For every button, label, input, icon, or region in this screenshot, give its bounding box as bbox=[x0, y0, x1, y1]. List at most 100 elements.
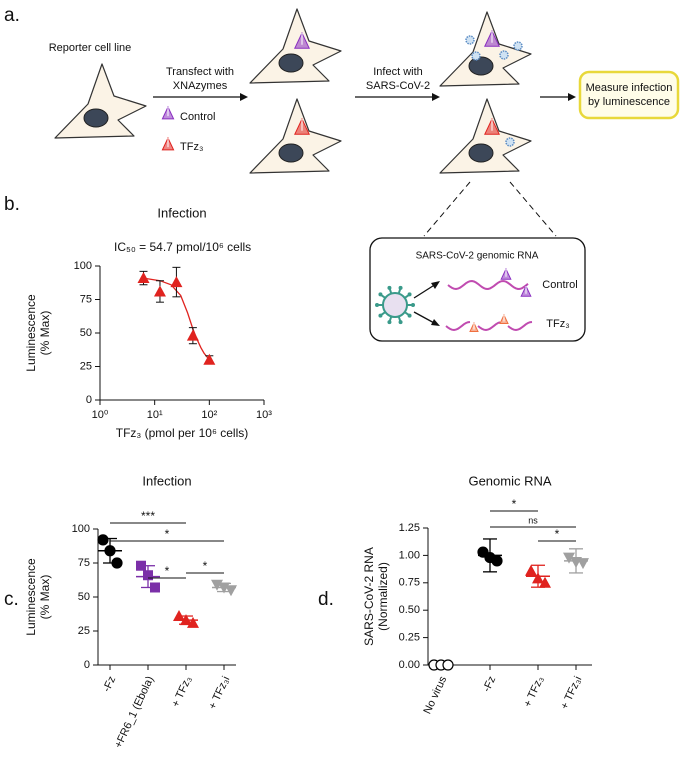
y-tick-label: 1.00 bbox=[399, 549, 420, 561]
inset-box bbox=[369, 237, 586, 342]
chart-title: Infection bbox=[142, 473, 191, 488]
significance-label: * bbox=[203, 559, 208, 573]
point bbox=[187, 616, 199, 628]
spike-tip bbox=[407, 292, 412, 297]
y-tick-label: 50 bbox=[80, 327, 92, 339]
y-tick-label: 0.75 bbox=[399, 577, 420, 589]
cell bbox=[54, 63, 147, 139]
virus bbox=[499, 50, 509, 60]
step-label: Transfect with bbox=[166, 66, 234, 78]
chart-title: Genomic RNA bbox=[468, 473, 551, 488]
result-box bbox=[578, 70, 680, 120]
nucleus bbox=[468, 56, 494, 76]
y-tick-label: 100 bbox=[72, 523, 90, 535]
point bbox=[97, 534, 109, 546]
point bbox=[170, 276, 183, 288]
virus bbox=[465, 35, 475, 45]
rna bbox=[507, 321, 533, 332]
x-tick-label: 10¹ bbox=[147, 409, 163, 421]
point bbox=[532, 572, 544, 584]
arrow-head bbox=[431, 319, 440, 326]
point bbox=[577, 558, 589, 570]
point bbox=[563, 552, 575, 564]
fit-curve bbox=[143, 277, 210, 361]
arrow-head bbox=[432, 93, 440, 101]
y-tick-label: 100 bbox=[74, 260, 92, 272]
point bbox=[150, 582, 160, 593]
legend-label: TFz₃ bbox=[180, 141, 203, 153]
y-axis-label: Luminescence bbox=[24, 558, 38, 636]
cell bbox=[249, 98, 342, 174]
x-tick-label: +FR6_1 (Ebola) bbox=[113, 674, 157, 750]
y-tick-label: 0 bbox=[86, 394, 92, 406]
y-tick-label: 0.25 bbox=[399, 632, 420, 644]
spike-tip bbox=[398, 320, 403, 325]
virus bbox=[382, 292, 408, 318]
point bbox=[203, 353, 216, 365]
significance-label: * bbox=[165, 564, 170, 578]
nucleus bbox=[83, 108, 109, 128]
y-tick-label: 50 bbox=[78, 591, 90, 603]
y-tick-label: 75 bbox=[80, 293, 92, 305]
y-tick-label: 75 bbox=[78, 557, 90, 569]
point bbox=[539, 576, 551, 588]
y-axis-label: (Normalized) bbox=[376, 562, 390, 631]
point bbox=[491, 555, 503, 567]
x-tick-label: -Fz bbox=[101, 674, 119, 693]
significance-label: * bbox=[555, 527, 560, 541]
x-tick-label: 10³ bbox=[256, 409, 272, 421]
point bbox=[525, 564, 537, 576]
rna bbox=[445, 321, 471, 332]
significance-label: * bbox=[512, 497, 517, 511]
diagram: Reporter cell line Transfect with XNAzym… bbox=[49, 8, 680, 342]
y-axis-label: SARS-CoV-2 RNA bbox=[362, 547, 376, 646]
y-tick-label: 25 bbox=[78, 625, 90, 637]
x-tick-label: + TFz₃ bbox=[522, 674, 547, 709]
arrow-head bbox=[240, 93, 248, 101]
zoom-line bbox=[509, 181, 557, 237]
step-label: Infect with bbox=[373, 66, 423, 78]
x-tick-label: 10⁰ bbox=[92, 409, 109, 421]
nucleus bbox=[278, 53, 304, 73]
y-tick-label: 0 bbox=[84, 659, 90, 671]
zoom-line bbox=[423, 181, 471, 237]
nucleus bbox=[468, 143, 494, 163]
chart-title: Infection bbox=[157, 205, 206, 220]
nucleus bbox=[278, 143, 304, 163]
y-axis-label: Luminescence bbox=[24, 294, 38, 372]
point bbox=[153, 285, 166, 297]
arrow bbox=[413, 311, 437, 325]
point bbox=[136, 560, 146, 571]
point bbox=[143, 570, 153, 581]
x-tick-label: + TFz₃i bbox=[207, 674, 233, 711]
inset-label: Control bbox=[542, 279, 577, 291]
spike-tip bbox=[407, 313, 412, 318]
step-label: by luminescence bbox=[588, 96, 670, 108]
cell bbox=[439, 98, 532, 174]
inset-label: TFz₃ bbox=[546, 318, 569, 330]
point bbox=[111, 557, 123, 569]
y-tick-label: 1.25 bbox=[399, 522, 420, 534]
chart-2: Genomic RNA 0.00 0.25 0.50 0.75 1.00 1.25 SARS-… bbox=[362, 473, 592, 716]
y-axis-label: (% Max) bbox=[38, 575, 52, 620]
point bbox=[442, 659, 454, 671]
rna bbox=[477, 321, 501, 332]
arrow bbox=[413, 283, 437, 299]
spike-tip bbox=[375, 303, 379, 307]
x-tick-label: No virus bbox=[421, 674, 449, 716]
rna bbox=[447, 279, 529, 291]
y-tick-label: 0.50 bbox=[399, 604, 420, 616]
spike-tip bbox=[378, 292, 383, 297]
point bbox=[173, 610, 185, 622]
y-tick-label: 25 bbox=[80, 360, 92, 372]
chart-b: Infection 0 25 50 75 100 Luminescence (% Max) IC… bbox=[24, 205, 272, 440]
x-tick-label: 10² bbox=[201, 409, 217, 421]
spike-tip bbox=[387, 320, 392, 325]
x-tick-label: -Fz bbox=[481, 674, 499, 693]
significance-label: * bbox=[165, 527, 170, 541]
step-label: XNAzymes bbox=[173, 80, 228, 92]
significance-label: *** bbox=[141, 509, 155, 523]
step-label: SARS-CoV-2 bbox=[366, 80, 430, 92]
